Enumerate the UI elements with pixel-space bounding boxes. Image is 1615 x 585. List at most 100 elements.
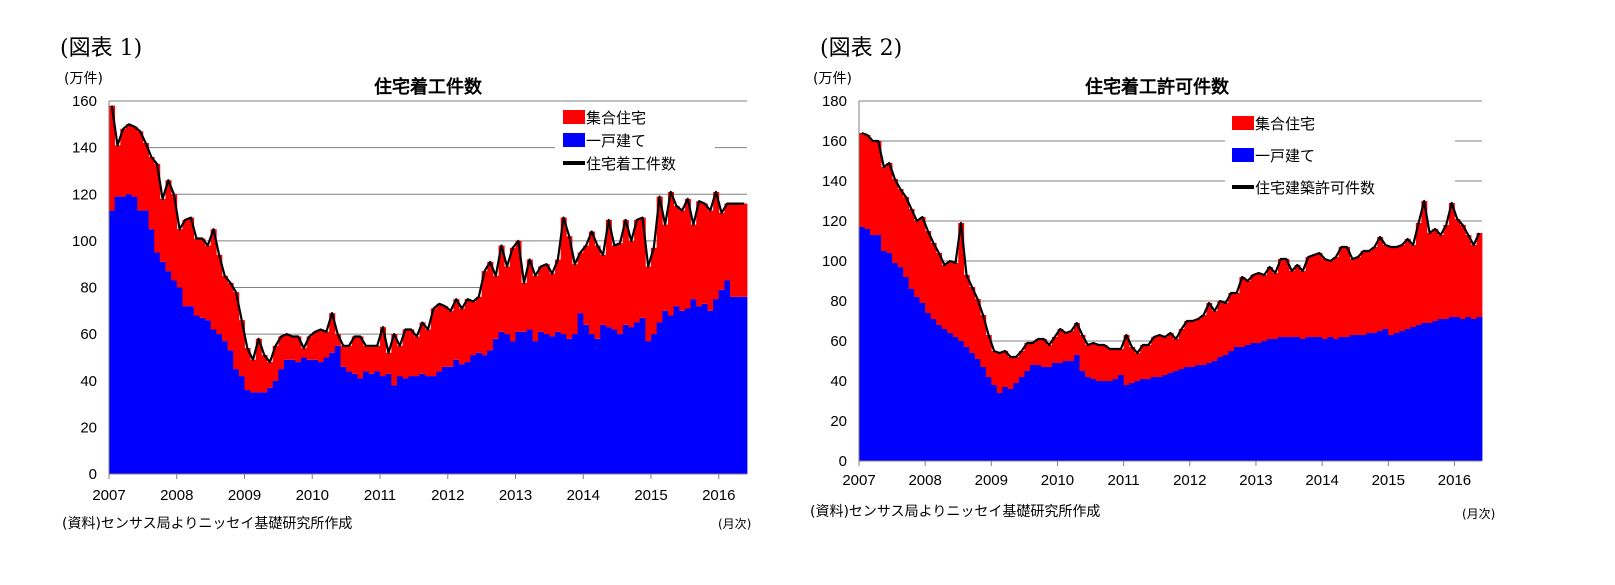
bar-multi-family [340, 345, 347, 367]
bar-single-family [690, 299, 697, 474]
bar-multi-family [662, 224, 669, 311]
x-tick-label: 2008 [908, 472, 941, 489]
x-tick-label: 2009 [228, 487, 261, 504]
bar-multi-family [109, 105, 116, 211]
figure-1-label: (図表 1) [60, 36, 143, 61]
bar-single-family [1261, 341, 1268, 461]
bar-multi-family [707, 210, 714, 311]
bar-multi-family [875, 141, 882, 235]
bar-single-family [639, 317, 646, 474]
bar-multi-family [622, 219, 629, 325]
bar-single-family [182, 306, 189, 474]
bar-single-family [1156, 377, 1163, 461]
bar-multi-family [1051, 337, 1058, 363]
bar-multi-family [741, 203, 748, 297]
bar-multi-family [724, 203, 731, 281]
bar-multi-family [690, 224, 697, 300]
bar-single-family [470, 355, 477, 474]
bar-single-family [651, 334, 658, 474]
bar-multi-family [1007, 357, 1014, 389]
bar-multi-family [1443, 225, 1450, 319]
bar-single-family [735, 296, 742, 474]
bar-single-family [1018, 377, 1025, 461]
bar-single-family [941, 329, 948, 461]
bar-multi-family [1013, 357, 1020, 383]
bar-multi-family [566, 236, 573, 339]
bar-single-family [312, 359, 319, 474]
bar-multi-family [903, 197, 910, 277]
x-tick-label: 2009 [975, 472, 1008, 489]
bar-single-family [1316, 337, 1323, 461]
bar-single-family [267, 387, 274, 474]
bar-single-family [1062, 361, 1069, 461]
y-tick-label: 0 [839, 453, 847, 470]
bar-multi-family [408, 329, 415, 377]
bar-single-family [125, 194, 132, 474]
bar-multi-family [1294, 265, 1301, 337]
bar-single-family [908, 289, 915, 461]
bar-multi-family [985, 335, 992, 377]
bar-multi-family [1112, 349, 1119, 379]
bar-single-family [974, 359, 981, 461]
bar-single-family [300, 357, 308, 474]
bar-multi-family [1311, 255, 1318, 337]
bar-single-family [969, 353, 976, 461]
bar-single-family [340, 366, 347, 474]
bar-multi-family [673, 205, 680, 307]
bar-single-family [165, 271, 172, 474]
bar-multi-family [470, 301, 477, 356]
bar-single-family [278, 369, 285, 474]
bar-multi-family [628, 240, 635, 328]
bar-multi-family [684, 198, 691, 309]
bar-multi-family [1266, 267, 1273, 339]
bar-multi-family [351, 336, 358, 374]
y-tick-label: 80 [830, 293, 847, 310]
bar-multi-family [914, 221, 921, 297]
bar-multi-family [991, 351, 998, 385]
bar-single-family [1140, 379, 1147, 461]
bar-multi-family [611, 245, 618, 330]
bar-single-family [176, 287, 183, 474]
bar-multi-family [509, 247, 516, 342]
bar-multi-family [515, 240, 522, 332]
bar-multi-family [233, 292, 240, 370]
bar-single-family [159, 261, 166, 474]
bar-single-family [475, 352, 483, 474]
bar-single-family [980, 367, 987, 461]
bar-single-family [1278, 337, 1284, 461]
bar-multi-family [1344, 247, 1351, 337]
x-tick-label: 2016 [702, 487, 735, 504]
bar-multi-family [1151, 337, 1158, 377]
bar-multi-family [447, 310, 454, 367]
bar-multi-family [244, 348, 251, 391]
bar-single-family [1255, 343, 1262, 461]
x-tick-label: 2010 [1041, 472, 1074, 489]
bar-single-family [532, 341, 539, 474]
bar-single-family [892, 263, 898, 461]
bar-multi-family [391, 334, 398, 386]
bar-multi-family [402, 329, 409, 379]
bar-single-family [199, 317, 206, 474]
bar-single-family [914, 297, 921, 461]
bar-single-family [1068, 361, 1075, 461]
bar-multi-family [667, 191, 675, 316]
bar-multi-family [1002, 351, 1009, 387]
bar-single-family [936, 325, 943, 461]
bar-multi-family [221, 275, 228, 342]
bar-single-family [131, 196, 138, 475]
bar-multi-family [1366, 251, 1373, 333]
bar-multi-family [368, 345, 375, 374]
bar-multi-family [1068, 331, 1075, 361]
bar-multi-family [560, 217, 567, 335]
bar-single-family [560, 334, 567, 474]
bar-multi-family [1377, 237, 1384, 331]
x-tick-label: 2010 [296, 487, 329, 504]
bar-single-family [295, 362, 302, 474]
bar-multi-family [897, 189, 904, 267]
bar-single-family [538, 331, 545, 474]
bar-single-family [1002, 387, 1009, 461]
bar-multi-family [1123, 335, 1130, 385]
bar-multi-family [1206, 303, 1213, 363]
bar-single-family [1476, 317, 1483, 461]
